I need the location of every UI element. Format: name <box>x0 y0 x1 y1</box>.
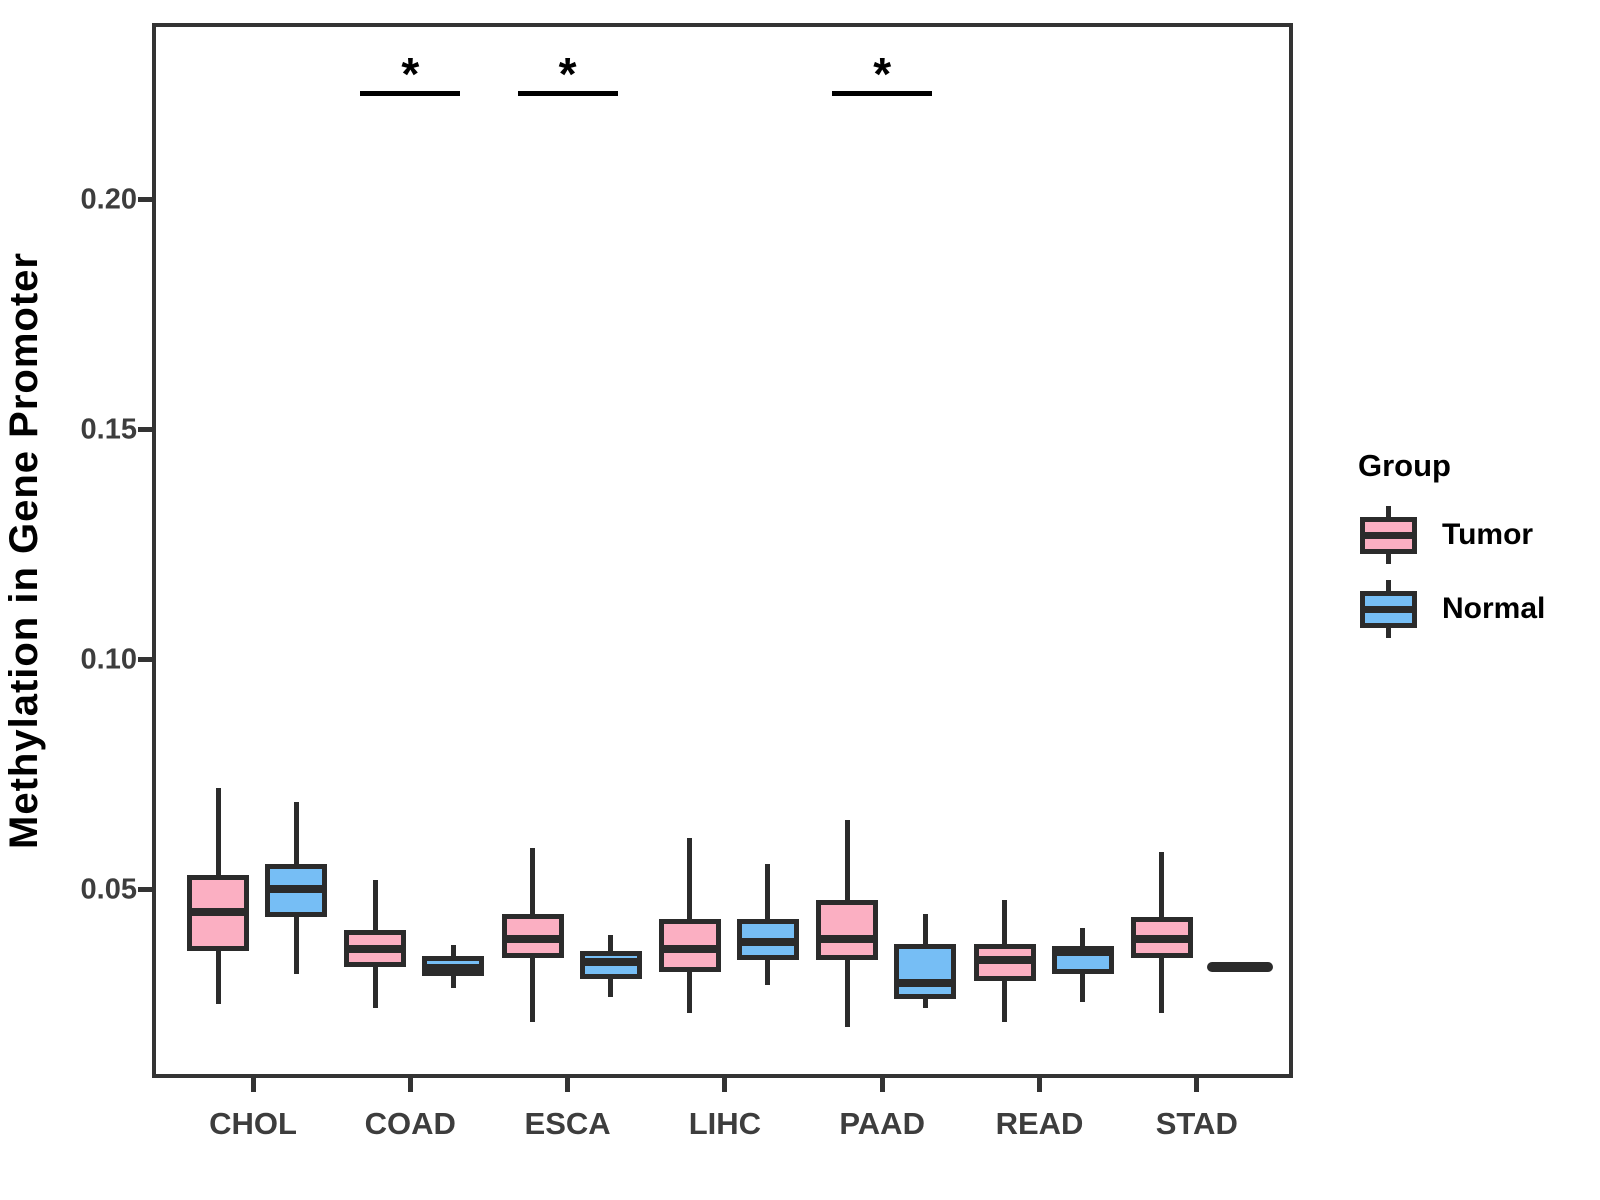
y-tick-mark-0.15 <box>138 427 152 433</box>
x-tick-mark-COAD <box>407 1078 413 1092</box>
x-axis-label-COAD: COAD <box>364 1106 456 1141</box>
x-axis-label-LIHC: LIHC <box>688 1106 762 1141</box>
median-CHOL-Tumor <box>187 907 249 916</box>
median-READ-Normal <box>1051 948 1114 957</box>
significance-bar-COAD <box>360 91 461 97</box>
legend-key-normal-boxplot-icon <box>1358 580 1418 638</box>
y-tick-label-0.15: 0.15 <box>80 413 137 446</box>
y-axis-title-text: Methylation in Gene Promoter <box>1 251 46 849</box>
flat-median-STAD-Normal <box>1206 962 1273 973</box>
x-tick-mark-READ <box>1037 1078 1042 1092</box>
y-tick-mark-0.10 <box>138 657 152 663</box>
y-axis-title: Methylation in Gene Promoter <box>0 0 54 1100</box>
x-tick-mark-LIHC <box>722 1078 728 1092</box>
legend: Group Tumor Normal <box>1358 448 1545 654</box>
median-COAD-Normal <box>422 964 485 973</box>
x-tick-mark-STAD <box>1194 1078 1200 1092</box>
median-ESCA-Tumor <box>501 935 564 944</box>
significance-bar-ESCA <box>517 91 618 97</box>
x-tick-mark-ESCA <box>565 1078 571 1092</box>
median-READ-Tumor <box>973 956 1036 965</box>
median-CHOL-Normal <box>265 884 327 893</box>
median-LIHC-Tumor <box>658 944 721 953</box>
median-LIHC-Normal <box>736 937 799 946</box>
x-axis-label-READ: READ <box>995 1106 1084 1141</box>
x-tick-mark-CHOL <box>250 1078 256 1092</box>
x-tick-mark-PAAD <box>879 1078 885 1092</box>
box-PAAD-Normal <box>894 944 957 1000</box>
legend-title: Group <box>1358 448 1451 483</box>
legend-entry-Normal: Normal <box>1358 580 1545 638</box>
significance-star-ESCA: * <box>558 48 577 101</box>
significance-star-PAAD: * <box>873 48 892 101</box>
legend-label-Normal: Normal <box>1442 592 1546 625</box>
legend-key-median <box>1360 606 1417 613</box>
median-PAAD-Normal <box>894 979 957 988</box>
x-axis-label-CHOL: CHOL <box>209 1106 297 1141</box>
legend-entry-Tumor: Tumor <box>1358 506 1545 564</box>
median-PAAD-Tumor <box>816 935 879 944</box>
y-tick-label-0.10: 0.10 <box>80 643 137 676</box>
legend-key-tumor-boxplot-icon <box>1358 506 1418 564</box>
median-STAD-Tumor <box>1130 935 1193 944</box>
plot-panel <box>152 23 1293 1078</box>
y-tick-label-0.05: 0.05 <box>80 873 137 906</box>
y-tick-mark-0.05 <box>138 887 152 893</box>
y-tick-mark-0.20 <box>138 197 152 203</box>
median-COAD-Tumor <box>344 944 407 953</box>
x-axis-label-PAAD: PAAD <box>839 1106 925 1141</box>
y-tick-label-0.20: 0.20 <box>80 183 137 216</box>
legend-label-Tumor: Tumor <box>1442 518 1534 551</box>
legend-key-median <box>1360 532 1417 539</box>
median-ESCA-Normal <box>579 958 642 967</box>
box-PAAD-Tumor <box>816 900 879 961</box>
x-axis-label-ESCA: ESCA <box>524 1106 611 1141</box>
significance-bar-PAAD <box>832 91 933 97</box>
significance-star-COAD: * <box>401 48 420 101</box>
x-axis-label-STAD: STAD <box>1155 1106 1238 1141</box>
